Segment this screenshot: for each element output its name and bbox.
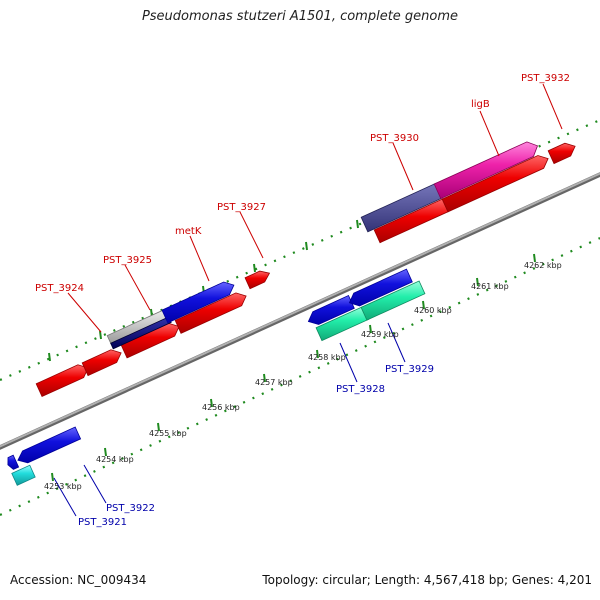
kbp-label-4259: 4259 kbp (361, 330, 399, 339)
major-tick (99, 330, 102, 340)
gene-feature-pst-3924b (81, 349, 122, 377)
gene-feature-pst-3925-navy (110, 316, 172, 350)
major-tick (51, 472, 54, 482)
gene-feature-pst-3929 (360, 280, 426, 321)
gene-label-pst-3921: PST_3921 (78, 517, 127, 528)
genome-summary-text: Topology: circular; Length: 4,567,418 bp… (262, 573, 592, 587)
major-tick (263, 373, 266, 383)
gene-feature-pst-3921 (17, 426, 82, 464)
gene-label-pst-3932: PST_3932 (521, 73, 570, 84)
accession-text: Accession: NC_009434 (10, 573, 147, 587)
gene-label-pst-3927: PST_3927 (217, 202, 266, 213)
gene-label-pst-3924: PST_3924 (35, 283, 84, 294)
major-tick (48, 352, 51, 362)
gene-feature-pst-3932 (547, 142, 576, 165)
major-tick (305, 241, 308, 251)
gene-feature-pst-3920 (7, 454, 20, 470)
gene-label-pst-3925: PST_3925 (103, 255, 152, 266)
kbp-label-4261: 4261 kbp (471, 282, 509, 291)
gene-feature-pst-3924 (35, 364, 89, 398)
gene-feature-metk-blue (161, 281, 235, 324)
kbp-label-4256: 4256 kbp (202, 403, 240, 412)
gene-feature-pst-3929-blue (348, 268, 413, 307)
major-tick (316, 349, 319, 359)
major-tick (210, 398, 213, 408)
major-tick (253, 263, 256, 273)
major-tick (104, 447, 107, 457)
gene-label-ligb: ligB (471, 99, 490, 110)
kbp-label-4253: 4253 kbp (44, 482, 82, 491)
kbp-label-4260: 4260 kbp (414, 306, 452, 315)
map-title: Pseudomonas stutzeri A1501, complete gen… (141, 9, 459, 24)
gene-features (7, 141, 576, 486)
kbp-label-4255: 4255 kbp (149, 429, 187, 438)
gene-feature-pst-3928-blue (307, 294, 355, 325)
major-tick (356, 219, 359, 229)
gene-feature-pst-3922-cyan (11, 464, 36, 486)
genome-backbone (0, 172, 600, 450)
kbp-label-4262: 4262 kbp (524, 261, 562, 270)
kbp-label-4254: 4254 kbp (96, 455, 134, 464)
bottom-tick-track (0, 237, 600, 516)
gene-feature-ligb (433, 141, 539, 200)
major-tick (422, 300, 425, 310)
major-tick (533, 253, 536, 263)
label-pointers (53, 83, 563, 517)
gene-feature-ligb-red (441, 155, 549, 213)
gene-label-metk: metK (175, 226, 202, 237)
major-tick (476, 277, 479, 287)
gene-feature-metk (174, 292, 247, 334)
gene-label-pst-3929: PST_3929 (385, 364, 434, 375)
gene-label-pst-3930: PST_3930 (370, 133, 419, 144)
major-tick (157, 422, 160, 432)
gene-feature-pst-3927 (244, 270, 271, 290)
gene-label-pst-3922: PST_3922 (106, 503, 155, 514)
kbp-label-4258: 4258 kbp (308, 353, 346, 362)
gene-label-pst-3928: PST_3928 (336, 384, 385, 395)
kbp-label-4257: 4257 kbp (255, 378, 293, 387)
major-tick (369, 324, 372, 334)
